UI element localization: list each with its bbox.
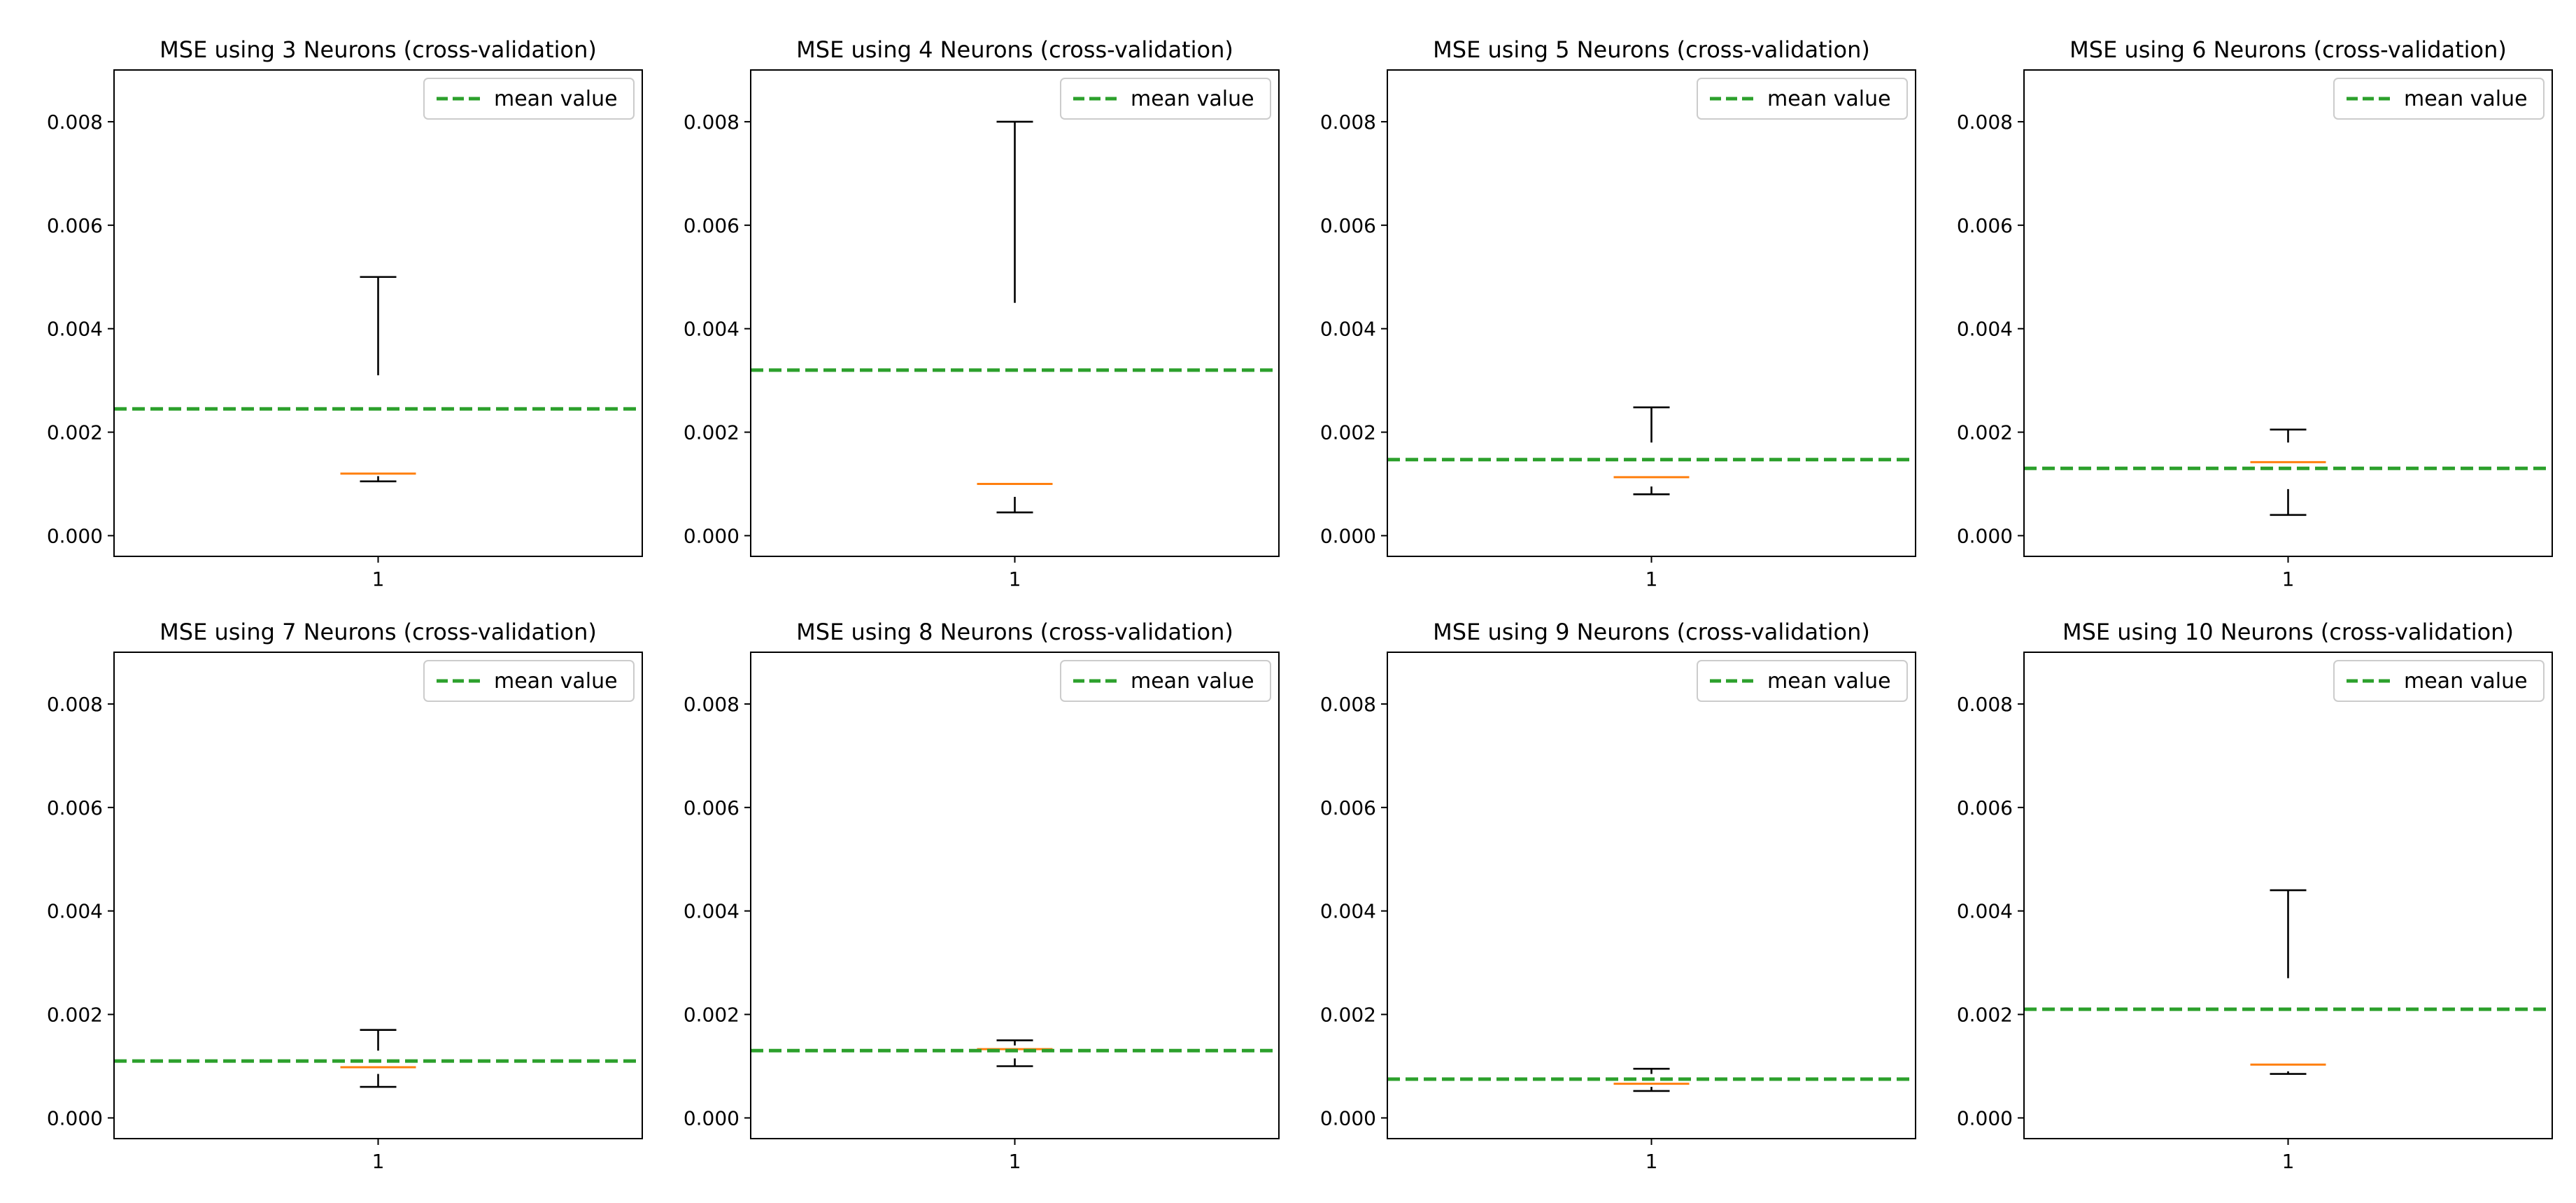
subplot-5: MSE using 7 Neurons (cross-validation) 0.… (47, 619, 643, 1173)
y-tick-label: 0.008 (1320, 111, 1376, 134)
subplot-1: MSE using 3 Neurons (cross-validation) 0.… (47, 36, 643, 591)
y-tick-label: 0.000 (684, 524, 739, 547)
y-tick-label: 0.008 (684, 111, 739, 134)
subplot-title: MSE using 10 Neurons (cross-validation) (2062, 619, 2514, 645)
legend-label: mean value (1131, 669, 1254, 694)
legend-box (423, 78, 635, 120)
y-tick-label: 0.006 (1957, 214, 2013, 237)
y-tick-label: 0.004 (1320, 318, 1376, 341)
subplot-title: MSE using 9 Neurons (cross-validation) (1433, 619, 1870, 645)
subplot-7: MSE using 9 Neurons (cross-validation) 0.… (1320, 619, 1916, 1173)
y-tick-label: 0.006 (47, 796, 103, 819)
y-tick-label: 0.006 (1320, 214, 1376, 237)
y-tick-label: 0.004 (684, 900, 739, 923)
y-tick-label: 0.008 (1320, 693, 1376, 716)
y-tick-label: 0.004 (47, 318, 103, 341)
subplot-8: MSE using 10 Neurons (cross-validation) 0… (1957, 619, 2553, 1173)
legend-label: mean value (1767, 669, 1891, 694)
y-tick-label: 0.006 (684, 796, 739, 819)
y-tick-label: 0.008 (47, 111, 103, 134)
legend-label: mean value (1131, 87, 1254, 111)
y-tick-label: 0.004 (1957, 318, 2013, 341)
legend-label: mean value (2404, 87, 2528, 111)
y-tick-label: 0.004 (684, 318, 739, 341)
legend-box (1697, 78, 1908, 120)
y-tick-label: 0.002 (1957, 421, 2013, 444)
y-tick-label: 0.004 (47, 900, 103, 923)
subplot-title: MSE using 6 Neurons (cross-validation) (2069, 36, 2507, 63)
y-tick-label: 0.004 (1957, 900, 2013, 923)
y-tick-label: 0.008 (47, 693, 103, 716)
axes-frame (113, 652, 643, 1139)
x-tick-label: 1 (1009, 568, 1021, 591)
y-tick-label: 0.000 (1957, 1106, 2013, 1130)
y-tick-label: 0.008 (1957, 111, 2013, 134)
y-tick-label: 0.004 (1320, 900, 1376, 923)
legend-box (423, 660, 635, 702)
x-tick-label: 1 (372, 1150, 385, 1173)
legend-box (2333, 78, 2545, 120)
y-tick-label: 0.002 (684, 1004, 739, 1027)
subplot-title: MSE using 3 Neurons (cross-validation) (160, 36, 597, 63)
x-tick-label: 1 (2282, 568, 2295, 591)
legend-label: mean value (494, 87, 618, 111)
y-tick-label: 0.000 (1957, 524, 2013, 547)
x-tick-label: 1 (372, 568, 385, 591)
y-tick-label: 0.002 (1957, 1004, 2013, 1027)
y-tick-label: 0.002 (47, 1004, 103, 1027)
subplot-3: MSE using 5 Neurons (cross-validation) 0.… (1320, 36, 1916, 591)
axes-frame (1387, 652, 1916, 1139)
y-tick-label: 0.006 (47, 214, 103, 237)
y-tick-label: 0.000 (47, 1106, 103, 1130)
y-tick-label: 0.002 (1320, 421, 1376, 444)
subplot-title: MSE using 5 Neurons (cross-validation) (1433, 36, 1870, 63)
x-tick-label: 1 (1646, 1150, 1658, 1173)
subplot-title: MSE using 4 Neurons (cross-validation) (796, 36, 1233, 63)
legend-label: mean value (494, 669, 618, 694)
legend-box (1060, 660, 1271, 702)
legend-box (1697, 660, 1908, 702)
y-tick-label: 0.000 (684, 1106, 739, 1130)
legend-box (1060, 78, 1271, 120)
y-tick-label: 0.002 (47, 421, 103, 444)
subplot-title: MSE using 7 Neurons (cross-validation) (160, 619, 597, 645)
y-tick-label: 0.006 (1320, 796, 1376, 819)
y-tick-label: 0.000 (1320, 524, 1376, 547)
legend-label: mean value (2404, 669, 2528, 694)
x-tick-label: 1 (2282, 1150, 2295, 1173)
x-tick-label: 1 (1646, 568, 1658, 591)
subplot-6: MSE using 8 Neurons (cross-validation) 0.… (684, 619, 1280, 1173)
y-tick-label: 0.006 (684, 214, 739, 237)
y-tick-label: 0.002 (684, 421, 739, 444)
subplot-title: MSE using 8 Neurons (cross-validation) (796, 619, 1233, 645)
y-tick-label: 0.008 (1957, 693, 2013, 716)
y-tick-label: 0.006 (1957, 796, 2013, 819)
x-tick-label: 1 (1009, 1150, 1021, 1173)
subplot-2: MSE using 4 Neurons (cross-validation) 0.… (684, 36, 1280, 591)
y-tick-label: 0.000 (1320, 1106, 1376, 1130)
y-tick-label: 0.002 (1320, 1004, 1376, 1027)
y-tick-label: 0.008 (684, 693, 739, 716)
legend-label: mean value (1767, 87, 1891, 111)
axes-frame (2023, 69, 2553, 557)
legend-box (2333, 660, 2545, 702)
y-tick-label: 0.000 (47, 524, 103, 547)
axes-frame (1387, 69, 1916, 557)
subplot-4: MSE using 6 Neurons (cross-validation) 0.… (1957, 36, 2553, 591)
